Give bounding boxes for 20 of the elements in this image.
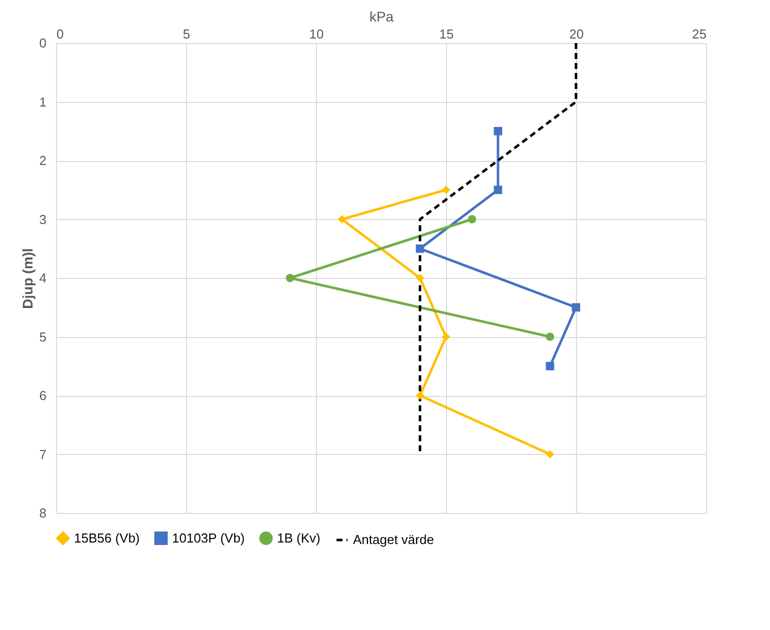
legend-label: 15B56 (Vb) [74,530,140,546]
x-tick-label: 20 [569,26,584,42]
y-tick-label: 8 [39,506,46,520]
y-tick-label: 4 [39,270,46,286]
x-tick-label: 10 [309,26,324,42]
y-tick-label: 6 [39,388,46,403]
x-tick-label: 5 [182,26,190,42]
y-tick-label: 3 [39,212,46,227]
y-axis-title: Djup (m)l [19,248,36,309]
y-tick-label: 1 [39,94,46,110]
y-tick-label: 5 [39,329,46,344]
x-tick-label: 25 [692,26,706,42]
y-tick-label: 2 [39,153,46,168]
y-tick-label: 7 [39,446,46,462]
legend-label: 1B (Kv) [277,530,320,546]
legend-label: Antaget värde [353,532,434,547]
x-axis-title: kPa [369,8,394,24]
x-tick-label: 15 [439,26,454,42]
legend-label: 10103P (Vb) [172,530,245,546]
x-tick-label: 0 [56,26,64,42]
